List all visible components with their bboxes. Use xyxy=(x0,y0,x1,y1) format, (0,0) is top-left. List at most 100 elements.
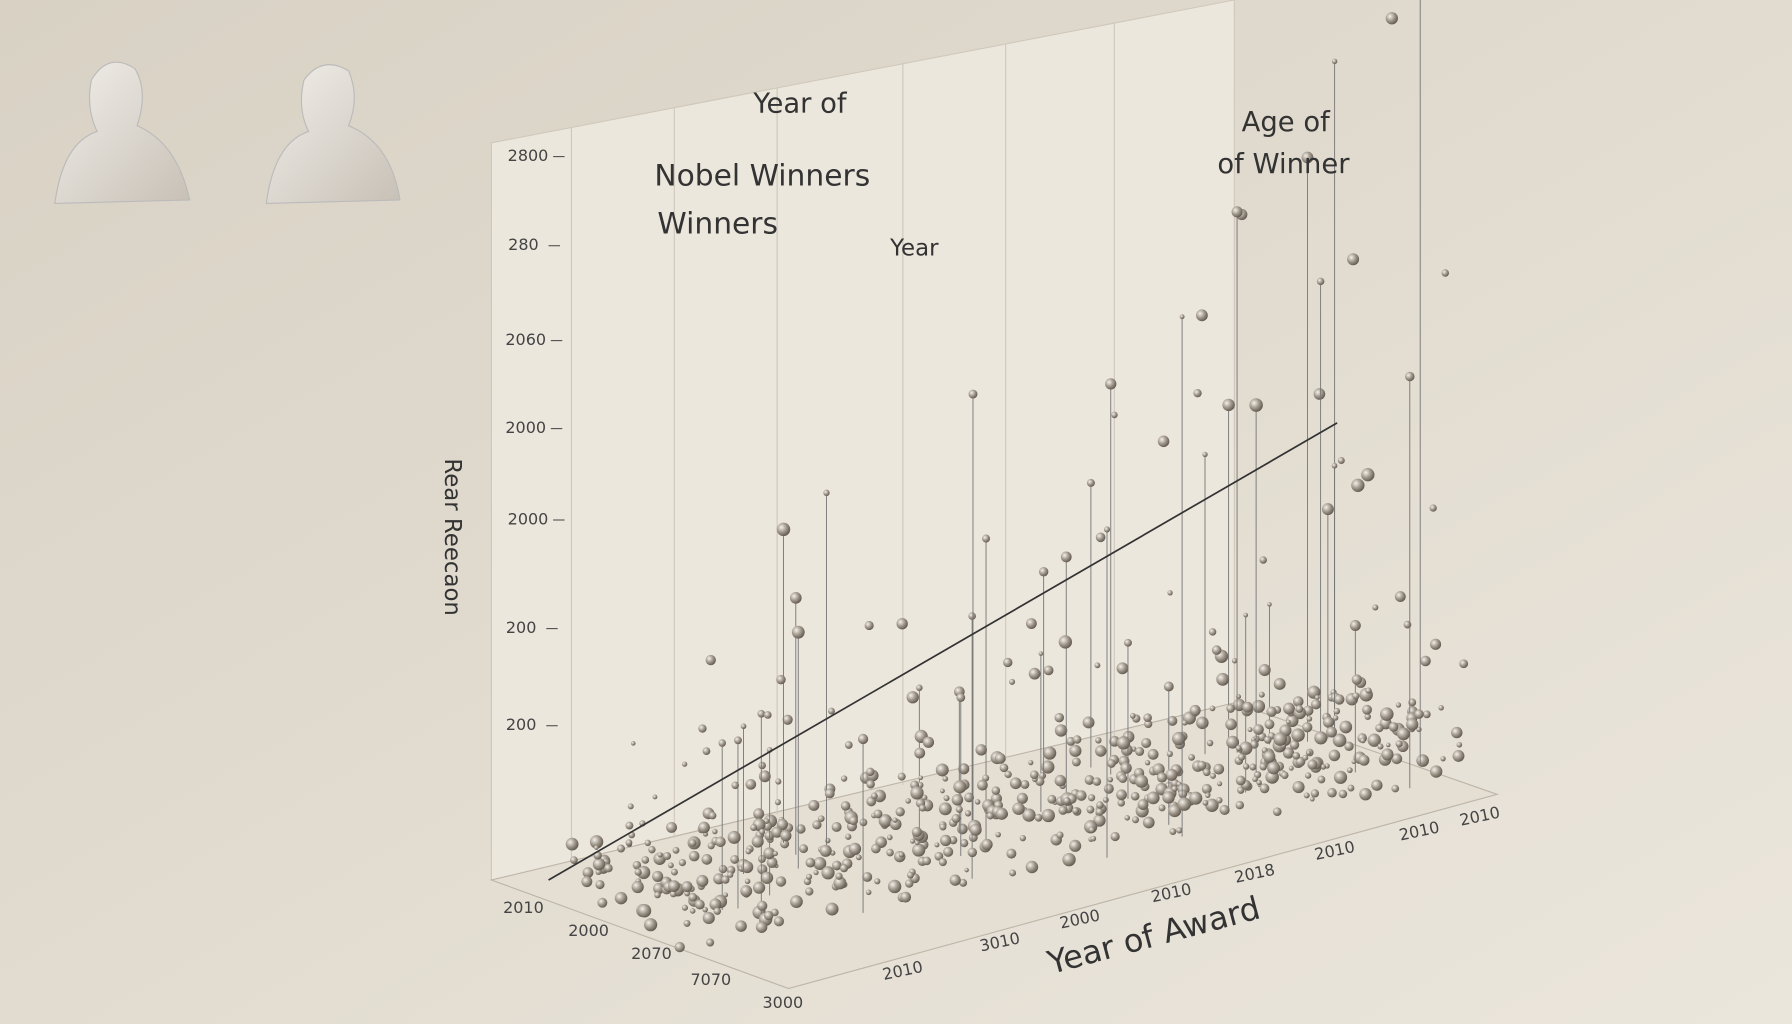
scatter-dot xyxy=(957,823,968,835)
depth-tick-label: 3000 xyxy=(762,993,803,1012)
scatter-dot xyxy=(1084,775,1095,785)
scatter-dot xyxy=(688,839,697,847)
scatter-dot xyxy=(808,799,820,811)
scatter-dot xyxy=(681,881,693,893)
scatter-dot xyxy=(1231,657,1238,664)
scatter-dot xyxy=(632,860,642,870)
scatter-dot xyxy=(625,821,634,830)
scatter-dot xyxy=(758,761,766,770)
scatter-dot xyxy=(1235,800,1245,810)
scatter-dot xyxy=(974,799,981,805)
scatter-dot xyxy=(688,892,698,902)
scatter-dot xyxy=(943,795,950,802)
scatter-dot xyxy=(1333,707,1341,715)
scatter-dot xyxy=(1258,663,1271,677)
scatter-dot xyxy=(975,744,987,756)
scatter-dot xyxy=(904,879,914,888)
scatter-dot xyxy=(1029,770,1039,780)
scatter-dot xyxy=(1038,567,1049,577)
scatter-dot xyxy=(1134,774,1149,788)
scatter-dot xyxy=(1202,799,1209,806)
scatter-dot xyxy=(835,872,843,880)
scatter-dot xyxy=(1310,789,1320,798)
scatter-dot xyxy=(828,707,835,715)
scatter-dot xyxy=(653,852,666,865)
scatter-dot xyxy=(1209,705,1216,712)
scatter-dot xyxy=(776,818,789,831)
scatter-dot xyxy=(918,775,924,781)
scatter-dot xyxy=(1377,743,1384,750)
scatter-dot xyxy=(1456,741,1463,748)
scatter-dot xyxy=(1062,852,1076,867)
scatter-dot xyxy=(949,874,961,886)
scatter-dot xyxy=(1177,797,1191,811)
scatter-dot xyxy=(589,835,604,849)
scatter-dot xyxy=(823,489,830,497)
scatter-dot xyxy=(760,871,774,884)
scatter-dot xyxy=(1313,388,1326,400)
scatter-dot xyxy=(1116,662,1129,675)
scatter-dot xyxy=(914,840,920,846)
scatter-dot xyxy=(1395,740,1403,748)
scatter-dot xyxy=(757,709,766,718)
scatter-dot xyxy=(774,799,782,806)
scatter-dot xyxy=(1305,772,1312,779)
scatter-dot xyxy=(1206,739,1214,747)
scatter-dot xyxy=(1016,792,1028,804)
scatter-dot xyxy=(1306,716,1313,722)
scatter-dot xyxy=(1422,710,1431,719)
scatter-dot xyxy=(670,868,678,876)
scatter-dot xyxy=(1211,645,1222,655)
scatter-dot xyxy=(1181,720,1188,726)
scatter-dot xyxy=(1226,735,1240,749)
scatter-dot xyxy=(1058,635,1073,649)
scatter-dot xyxy=(740,885,753,897)
scatter-dot xyxy=(1264,719,1275,730)
scatter-dot xyxy=(757,864,768,875)
scatter-dot xyxy=(1069,744,1082,757)
scatter-dot xyxy=(1142,816,1155,829)
scatter-dot xyxy=(1056,831,1064,839)
scatter-dot xyxy=(960,839,969,848)
scatter-dot xyxy=(1225,718,1237,731)
scatter-dot xyxy=(1205,798,1219,813)
scatter-dot xyxy=(1259,783,1270,794)
scatter-dot xyxy=(1267,761,1281,775)
scatter-dot xyxy=(1385,12,1398,25)
scatter-dot xyxy=(1263,750,1276,763)
scatter-dot xyxy=(780,830,792,842)
scatter-dot xyxy=(1095,737,1102,744)
scatter-dot xyxy=(1163,681,1174,692)
scatter-dot xyxy=(1166,750,1173,757)
scatter-dot xyxy=(1201,783,1212,794)
scatter-dot xyxy=(1025,860,1039,874)
scatter-dot xyxy=(614,891,628,905)
scatter-dot xyxy=(654,891,661,899)
scatter-dot xyxy=(871,843,881,854)
scatter-dot xyxy=(922,736,935,748)
scatter-dot xyxy=(766,857,778,868)
scatter-dot xyxy=(698,724,707,733)
scatter-dot xyxy=(1416,754,1429,767)
scatter-dot xyxy=(1202,768,1211,777)
scatter-dot xyxy=(1440,756,1446,762)
scatter-dot xyxy=(844,741,853,749)
scatter-dot xyxy=(723,892,729,898)
scatter-dot xyxy=(1043,746,1057,760)
scatter-dot xyxy=(1147,748,1159,760)
scatter-dot xyxy=(1314,731,1328,745)
scatter-dot xyxy=(752,881,766,894)
scatter-dot xyxy=(712,828,718,835)
scatter-dot xyxy=(1292,696,1304,707)
scatter-dot xyxy=(914,747,926,759)
scatter-dot xyxy=(1041,808,1055,823)
scatter-dot xyxy=(886,848,894,857)
scatter-dot xyxy=(790,895,803,909)
scatter-dot xyxy=(1094,662,1101,669)
scatter-dot xyxy=(1095,532,1106,543)
scatter-dot xyxy=(1165,768,1178,781)
scatter-dot xyxy=(831,821,842,832)
scatter-dot xyxy=(595,879,605,890)
scatter-dot xyxy=(921,794,928,801)
scatter-dot xyxy=(1372,604,1379,611)
